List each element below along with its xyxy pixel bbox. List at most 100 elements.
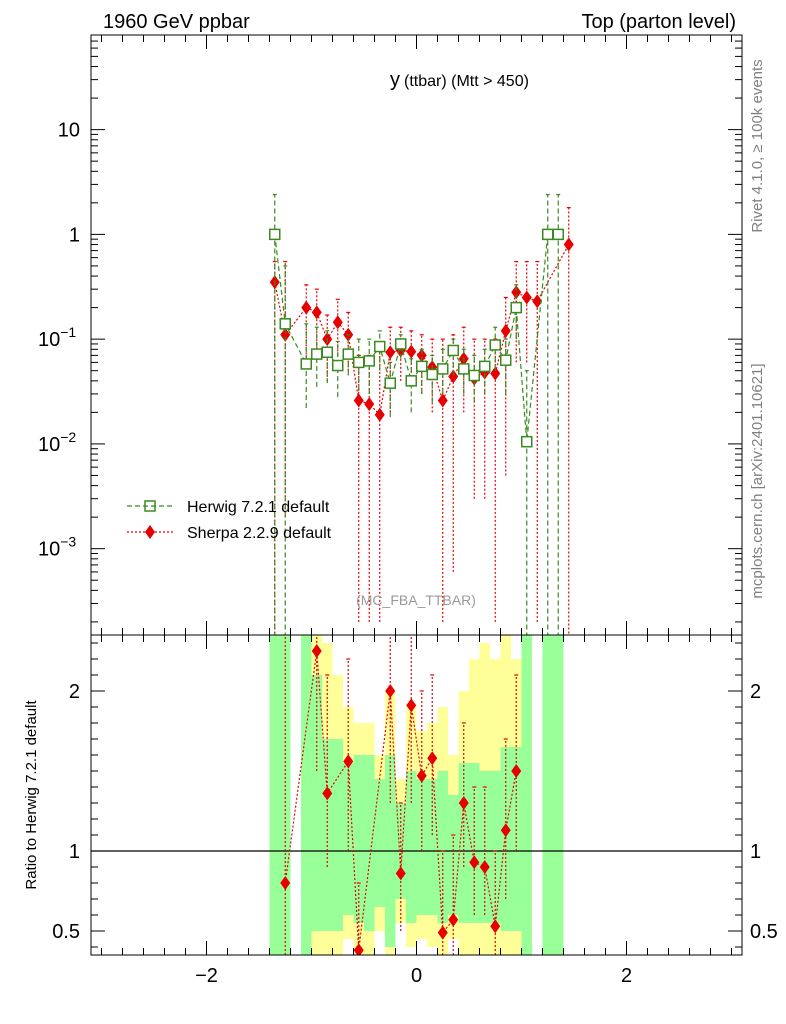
analysis-watermark: (MC_FBA_TTBAR) <box>356 592 476 608</box>
herwig-point <box>447 344 459 357</box>
x-tick-label: 0 <box>411 965 422 987</box>
legend-herwig-marker <box>144 500 156 512</box>
sherpa-point <box>406 344 417 359</box>
main-frame <box>90 34 743 636</box>
legend-entry-herwig: Herwig 7.2.1 default <box>127 499 330 516</box>
herwig-point <box>321 346 333 358</box>
herwig-point <box>279 318 291 330</box>
ratio-band-green <box>311 675 322 931</box>
sherpa-ratio-point <box>280 876 291 890</box>
ratio-y-tick-label-right: 2 <box>750 681 761 703</box>
herwig-point <box>489 339 501 351</box>
rivet-label: Rivet 4.1.0, ≥ 100k events <box>749 59 766 232</box>
sherpa-point <box>385 345 396 360</box>
ratio-y-tick-label-right: 1 <box>750 841 761 863</box>
sherpa-ratio-point <box>416 768 427 783</box>
herwig-point <box>437 363 449 375</box>
header-right: Top (parton level) <box>581 11 736 33</box>
y-tick-label: 10−3 <box>38 534 76 561</box>
y-tick-label: 1 <box>69 224 80 246</box>
herwig-point <box>542 228 554 241</box>
herwig-point <box>342 348 354 360</box>
sherpa-point <box>437 393 448 408</box>
y-tick-label: 10 <box>58 120 80 142</box>
herwig-point <box>426 368 438 381</box>
sherpa-ratio-point <box>343 754 354 769</box>
herwig-point <box>269 228 281 241</box>
main-panel: 10 1 10−1 10−2 10−3 y (ttbar) (Mtt > 450) (M… <box>38 34 743 636</box>
sherpa-point <box>563 237 574 252</box>
sherpa-ratio-point <box>406 698 417 713</box>
ratio-band-green <box>490 771 501 923</box>
sherpa-line <box>274 244 570 416</box>
sherpa-point <box>311 305 322 320</box>
herwig-point <box>405 375 417 387</box>
sherpa-ratio-point <box>311 644 322 658</box>
sherpa-ratio-point <box>490 919 501 934</box>
herwig-point <box>458 363 470 375</box>
mcplots-label: mcplots.cern.ch [arXiv:2401.10621] <box>749 363 766 598</box>
herwig-point <box>416 360 428 373</box>
ratio-y-tick-label: 1 <box>69 841 80 863</box>
legend: Herwig 7.2.1 default Sherpa 2.2.9 defaul… <box>127 499 332 542</box>
sherpa-point <box>280 327 291 342</box>
sherpa-ratio-point <box>395 866 406 881</box>
ratio-band-green <box>301 635 312 955</box>
sherpa-ratio-point <box>427 751 438 766</box>
x-tick-label: 2 <box>621 965 632 987</box>
sherpa-point <box>374 407 385 422</box>
herwig-point <box>353 356 365 369</box>
ratio-band-green <box>364 755 375 931</box>
y-tick-label: 10−2 <box>38 429 76 456</box>
sherpa-ratio-point <box>458 796 469 810</box>
herwig-point <box>332 359 344 372</box>
ratio-band-green <box>269 635 280 955</box>
herwig-point <box>311 348 323 360</box>
sherpa-ratio-point <box>437 925 448 940</box>
sherpa-ratio-point <box>479 860 490 874</box>
herwig-point <box>363 355 375 367</box>
sherpa-point <box>532 294 543 309</box>
herwig-point <box>552 228 564 241</box>
sherpa-ratio-point <box>500 823 511 838</box>
herwig-point <box>468 369 480 382</box>
herwig-point <box>395 338 407 350</box>
header-left: 1960 GeV ppbar <box>103 11 250 33</box>
legend-sherpa-label: Sherpa 2.2.9 default <box>187 525 332 542</box>
ratio-band-green <box>542 635 553 955</box>
ratio-frame <box>90 634 743 956</box>
sherpa-point <box>511 285 522 300</box>
herwig-point <box>300 358 312 370</box>
ratio-band-green <box>553 635 564 955</box>
herwig-point <box>521 435 533 448</box>
herwig-point <box>384 377 396 389</box>
sherpa-ratio-point <box>448 912 459 927</box>
x-tick-label: −2 <box>195 965 218 987</box>
ratio-band-green <box>374 779 385 907</box>
sherpa-point <box>500 323 511 338</box>
sherpa-point <box>521 290 532 305</box>
ratio-y-tick-label-right: 0.5 <box>750 921 778 943</box>
legend-sherpa-marker <box>145 525 155 539</box>
legend-entry-sherpa: Sherpa 2.2.9 default <box>127 525 332 542</box>
sherpa-ratio-point <box>469 855 480 870</box>
ratio-panel: −2 0 2 2 2 1 1 0.5 0.5 Ratio to Herwig 7.2.1 def… <box>23 634 778 987</box>
sherpa-point <box>353 393 364 408</box>
ratio-band-green <box>406 771 417 923</box>
ratio-band-green <box>437 771 448 923</box>
ratio-band-green <box>353 755 364 923</box>
ratio-y-tick-label: 2 <box>69 681 80 703</box>
plot-title-main: y <box>390 69 400 91</box>
y-tick-label: 10−1 <box>38 324 76 351</box>
sherpa-ratio-point <box>353 943 364 955</box>
plot-title-sub: (ttbar) (Mtt > 450) <box>404 73 529 90</box>
herwig-point <box>510 301 522 314</box>
ratio-band-green <box>521 635 532 955</box>
ratio-band-green <box>332 739 343 931</box>
herwig-point <box>479 360 491 373</box>
sherpa-point <box>416 348 427 363</box>
sherpa-point <box>364 397 375 412</box>
sherpa-point <box>332 315 343 330</box>
sherpa-ratio-point <box>322 786 333 801</box>
